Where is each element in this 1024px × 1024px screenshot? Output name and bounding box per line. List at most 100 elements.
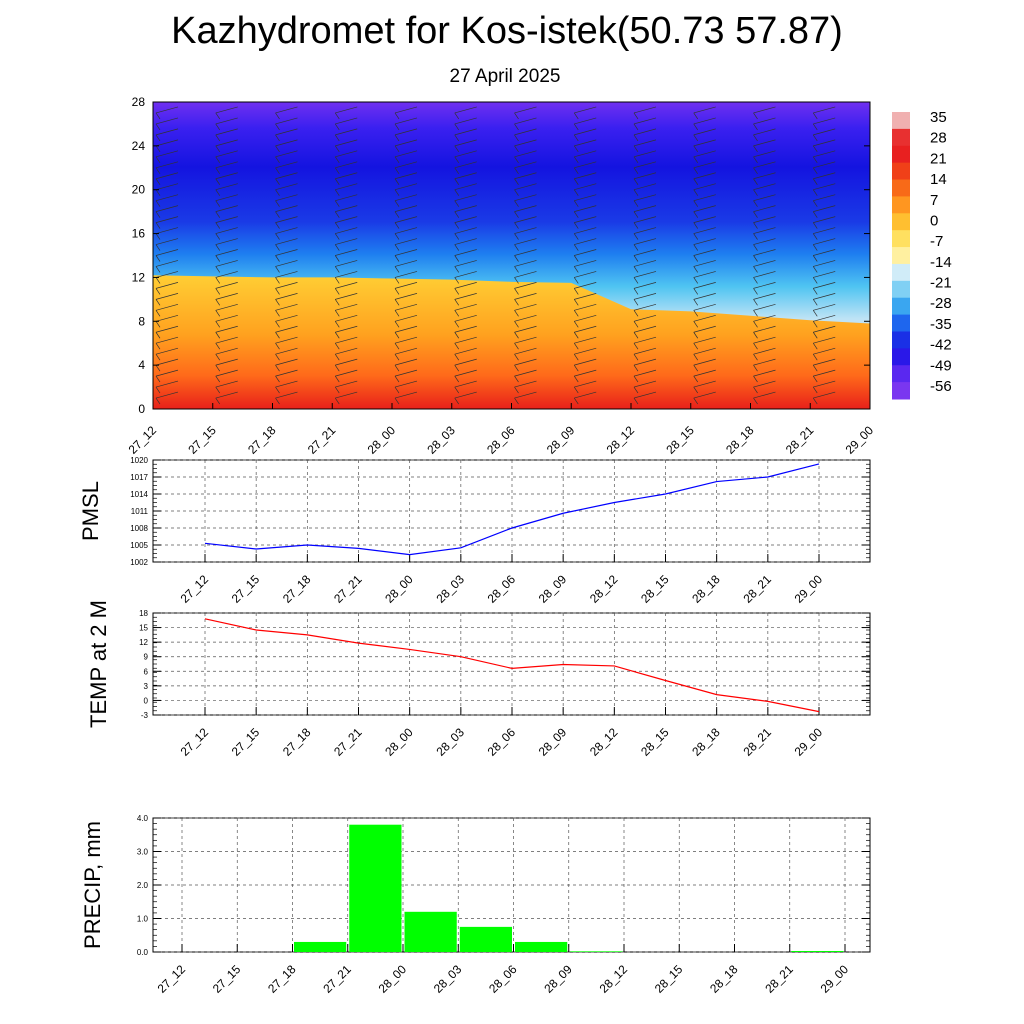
y-tick-label: 28 — [132, 95, 146, 109]
y-axis-label: PRECIP, mm — [80, 821, 105, 949]
x-tick-label: 28_12 — [587, 572, 621, 606]
colorbar-swatch — [892, 382, 910, 400]
y-tick-label: 0 — [138, 402, 145, 416]
y-tick-label: 1005 — [130, 541, 148, 550]
y-tick-label: 9 — [144, 653, 149, 662]
x-tick-label: 29_00 — [818, 962, 852, 996]
colorbar-swatch — [892, 331, 910, 349]
x-tick-label: 28_06 — [485, 725, 519, 759]
temp-2m-panel: 18 15 12 9 6 3 0 -3 27_12 27_15 27_18 27_21 28_00 28_… — [86, 600, 871, 759]
x-tick-label: 28_00 — [365, 423, 399, 457]
colorbar-label: -35 — [930, 316, 952, 333]
colorbar: 35 28 21 14 7 0 -7 -14 -21 -28 -35 -42 -49 -56 — [892, 109, 952, 400]
x-tick-label: 27_18 — [245, 423, 279, 457]
x-tick-label: 27_21 — [320, 962, 354, 996]
x-tick-label: 27_15 — [185, 423, 219, 457]
x-tick-label: 29_00 — [843, 423, 877, 457]
wind-barbs — [155, 106, 836, 405]
x-tick-label: 28_00 — [382, 725, 416, 759]
colorbar-label: -49 — [930, 357, 952, 374]
x-tick-label: 28_18 — [707, 962, 741, 996]
data-bar — [349, 824, 402, 952]
x-tick-label: 27_21 — [331, 725, 365, 759]
colorbar-swatch — [892, 348, 910, 366]
y-tick-label: 24 — [132, 139, 146, 153]
x-tick-label: 27_15 — [229, 572, 263, 606]
x-tick-label: 28_21 — [740, 725, 774, 759]
y-tick-label: 12 — [139, 638, 148, 647]
x-tick-label: 28_12 — [587, 725, 621, 759]
x-tick-label: 29_00 — [792, 572, 826, 606]
x-tick-label: 28_00 — [382, 572, 416, 606]
x-tick-label: 28_21 — [762, 962, 796, 996]
chart-subtitle: 27 April 2025 — [449, 66, 561, 87]
x-tick-label: 27_12 — [178, 572, 212, 606]
x-tick-label: 28_15 — [638, 572, 672, 606]
x-tick-label: 28_12 — [604, 423, 638, 457]
panel-frame — [152, 459, 871, 563]
colorbar-label: 7 — [930, 192, 938, 209]
colorbar-swatch — [892, 297, 910, 316]
y-axis-label: PMSL — [78, 481, 103, 541]
colorbar-label: 21 — [930, 150, 947, 167]
y-tick-label: 1011 — [131, 507, 149, 516]
data-bar — [294, 941, 347, 952]
x-tick-label: 29_00 — [792, 725, 826, 759]
x-tick-label: 28_06 — [486, 962, 520, 996]
x-tick-label: 27_18 — [280, 572, 314, 606]
x-tick-label: 28_03 — [431, 962, 465, 996]
x-tick-label: 28_09 — [544, 423, 578, 457]
panel-frame — [152, 612, 871, 716]
y-axis-label: TEMP at 2 M — [86, 600, 111, 728]
x-tick-label: 28_15 — [663, 423, 697, 457]
y-tick-label: 4.0 — [137, 814, 149, 823]
x-tick-label: 27_15 — [229, 725, 263, 759]
x-tick-label: 28_15 — [652, 962, 686, 996]
colorbar-label: -56 — [930, 378, 952, 395]
x-tick-label: 27_12 — [126, 423, 160, 457]
x-tick-label: 28_03 — [433, 572, 467, 606]
colorbar-swatch — [892, 128, 910, 147]
y-tick-label: 0 — [144, 696, 149, 705]
y-tick-label: 1008 — [130, 524, 148, 533]
x-tick-label: 27_12 — [155, 962, 189, 996]
colorbar-label: -42 — [930, 337, 952, 354]
y-tick-label: 1020 — [130, 456, 148, 465]
colorbar-label: 0 — [930, 212, 938, 229]
x-tick-label: 28_18 — [723, 423, 757, 457]
x-tick-label: 28_18 — [689, 725, 723, 759]
precip-panel: 4.0 3.0 2.0 1.0 0.0 27_12 27_15 27_18 27_21 28_00… — [80, 814, 871, 996]
cross-section-panel: 0 4 8 12 16 20 24 28 27_12 27_15 27_18 27_21 28_00 28… — [126, 95, 877, 457]
y-tick-label: 1014 — [130, 490, 148, 499]
x-tick-label: 28_06 — [484, 423, 518, 457]
warm-region — [153, 275, 870, 409]
colorbar-label: -7 — [930, 233, 943, 250]
colorbar-swatch — [892, 365, 910, 383]
colorbar-swatch — [892, 247, 910, 265]
y-tick-label: 12 — [132, 270, 146, 284]
y-tick-label: 3 — [144, 682, 149, 691]
data-bar — [459, 926, 512, 952]
colorbar-label: -28 — [930, 295, 952, 312]
colorbar-label: 35 — [930, 109, 947, 126]
colorbar-swatch — [892, 314, 910, 332]
x-tick-label: 28_09 — [536, 725, 570, 759]
x-tick-label: 27_18 — [280, 725, 314, 759]
y-tick-label: 18 — [139, 609, 148, 618]
y-tick-label: 1002 — [130, 558, 148, 567]
y-tick-label: 20 — [132, 183, 146, 197]
x-tick-label: 28_21 — [740, 572, 774, 606]
y-tick-label: 1.0 — [137, 915, 149, 924]
colorbar-swatch — [892, 112, 910, 130]
pmsl-panel: 1020 1017 1014 1011 1008 1005 1002 27_12 27_15 27… — [78, 456, 871, 606]
colorbar-label: 28 — [930, 130, 947, 147]
x-tick-label: 28_18 — [689, 572, 723, 606]
x-tick-label: 28_03 — [424, 423, 458, 457]
data-bar — [515, 941, 568, 952]
colorbar-label: -14 — [930, 254, 952, 271]
y-tick-label: 6 — [144, 667, 149, 676]
x-tick-label: 27_21 — [331, 572, 365, 606]
colorbar-swatch — [892, 263, 910, 282]
x-tick-label: 28_06 — [485, 572, 519, 606]
